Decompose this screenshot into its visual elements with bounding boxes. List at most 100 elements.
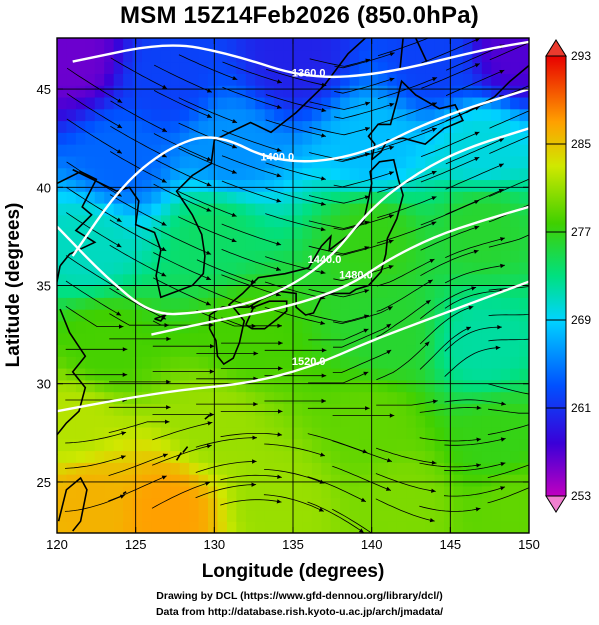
streamline-arrowhead: [388, 265, 394, 270]
streamline-arrowhead: [389, 77, 395, 82]
streamline-arrowhead: [252, 435, 257, 440]
streamline: [375, 447, 437, 464]
streamline: [195, 437, 257, 448]
contour-label: 1400.0: [260, 152, 294, 164]
streamline: [333, 323, 392, 348]
streamline-arrowhead: [387, 306, 393, 311]
streamline-arrowhead: [116, 217, 122, 222]
coastline: [399, 38, 404, 70]
streamline-arrowhead: [206, 156, 212, 161]
streamline: [444, 347, 501, 377]
streamline-arrowhead: [498, 163, 504, 168]
streamline: [264, 443, 326, 457]
contour-label: 1480.0: [339, 270, 373, 282]
streamline-arrowhead: [253, 351, 259, 356]
y-tick-label: 25: [37, 475, 51, 490]
streamline-arrowhead: [206, 113, 212, 118]
streamline: [196, 284, 256, 309]
colorbar-tick-label: 293: [571, 49, 591, 63]
streamline-arrowhead: [474, 157, 480, 162]
streamline: [109, 313, 169, 326]
streamline-arrowhead: [431, 196, 437, 201]
streamline: [265, 187, 326, 206]
streamline: [152, 277, 211, 306]
streamline-arrowhead: [543, 34, 548, 38]
streamline-arrowhead: [388, 239, 394, 244]
streamline-arrowhead: [431, 102, 437, 107]
streamline-arrowhead: [116, 311, 122, 316]
coastline: [414, 38, 428, 62]
streamline: [221, 155, 282, 177]
streamline: [419, 505, 481, 512]
height-contour: [57, 280, 529, 413]
streamline-arrowhead: [382, 540, 387, 544]
streamline-arrowhead: [276, 198, 282, 203]
streamline: [377, 196, 437, 219]
colorbar-tick-label: 269: [571, 313, 591, 327]
streamline-arrowhead: [363, 328, 369, 333]
streamline-arrowhead: [321, 107, 327, 113]
y-tick-label: 45: [37, 82, 51, 97]
streamline-arrowhead: [586, 257, 591, 261]
streamline: [178, 97, 238, 123]
streamline-arrowhead: [161, 178, 167, 183]
streamline-arrowhead: [432, 77, 438, 82]
streamline-arrowhead: [389, 52, 395, 57]
streamline-arrowhead: [499, 138, 504, 143]
streamline-arrowhead: [386, 349, 392, 355]
streamline: [445, 237, 506, 258]
coastline: [122, 491, 127, 495]
x-tick-label: 150: [518, 537, 540, 552]
streamline-arrowhead: [584, 482, 589, 486]
streamline-arrowhead: [474, 131, 480, 136]
streamline: [178, 54, 238, 80]
credit-data: Data from http://database.rish.kyoto-u.a…: [155, 606, 444, 618]
streamline-arrowhead: [425, 300, 431, 305]
streamline: [487, 424, 529, 435]
streamline-arrowhead: [206, 207, 212, 212]
x-axis-ticks: 120 125 130 135 140 145 150: [46, 38, 540, 552]
streamline-arrowhead: [499, 70, 505, 74]
streamline: [445, 138, 505, 165]
coastline: [57, 308, 87, 436]
streamline: [65, 431, 127, 444]
streamline-arrowhead: [232, 119, 238, 124]
streamline-arrowhead: [206, 444, 212, 449]
streamline-arrowhead: [385, 486, 391, 491]
streamline-arrowhead: [210, 344, 215, 349]
streamline-arrowhead: [586, 327, 591, 331]
streamline-arrowhead: [276, 266, 281, 271]
streamline-arrowhead: [587, 67, 592, 71]
streamline-arrowhead: [278, 340, 283, 346]
streamline: [488, 338, 529, 342]
contour-label: 1360.0: [292, 67, 326, 79]
streamline: [308, 245, 370, 255]
streamline-arrowhead: [424, 341, 430, 347]
streamline-arrowhead: [431, 221, 437, 226]
streamline-arrowhead: [586, 445, 591, 449]
streamline-arrowhead: [500, 237, 505, 242]
coastline: [182, 446, 189, 453]
streamline: [377, 170, 437, 193]
streamline: [332, 508, 373, 533]
streamline: [377, 102, 438, 125]
streamline-arrowhead: [495, 345, 501, 350]
streamline-arrowhead: [278, 409, 283, 414]
streamline: [222, 86, 282, 109]
streamline: [444, 290, 505, 309]
streamline: [308, 288, 370, 298]
streamline: [487, 464, 529, 478]
streamline: [376, 299, 431, 338]
streamline-arrowhead: [587, 41, 592, 45]
height-contour: [151, 205, 529, 336]
streamline: [488, 408, 529, 414]
streamline-arrowhead: [586, 92, 591, 96]
streamline: [444, 462, 506, 472]
streamline: [445, 188, 504, 215]
streamline-arrowhead: [277, 323, 282, 328]
streamline: [376, 258, 435, 287]
streamline-arrowhead: [475, 38, 480, 42]
streamline: [263, 494, 324, 512]
streamline-arrowhead: [586, 161, 591, 165]
